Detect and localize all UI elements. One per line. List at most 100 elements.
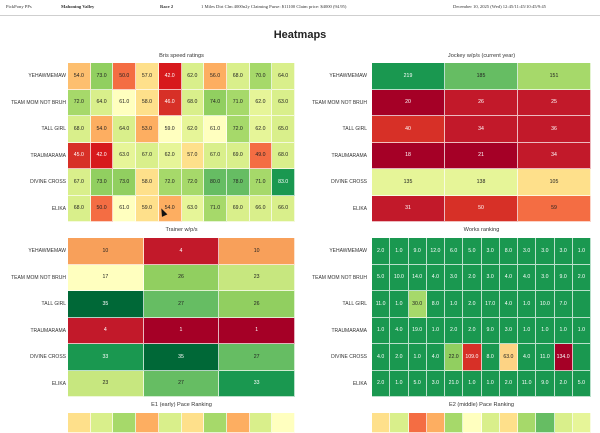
heatmap-cell <box>572 413 591 433</box>
heatmap-cell: 26 <box>445 89 518 116</box>
heatmap-cell: 105 <box>518 169 591 196</box>
heatmap-cell: 49.0 <box>249 142 273 169</box>
heatmap-cell: 27 <box>143 291 220 318</box>
heatmap-cell: 63.0 <box>181 195 205 222</box>
heatmap-cell: 61.0 <box>113 195 137 222</box>
heatmap-cell: 4.0 <box>499 264 518 291</box>
heatmap-cell: 57.0 <box>181 142 205 169</box>
heatmap-cell: 14.0 <box>408 264 427 291</box>
track-name: Mahoning Valley <box>61 4 95 9</box>
heatmap-cell: 21 <box>445 142 518 169</box>
heatmap-cell: 1.0 <box>390 370 409 397</box>
heatmap-cell: 36 <box>518 116 591 143</box>
heatmap-cell: 27 <box>143 370 220 397</box>
heatmap-cell: 59.0 <box>136 195 159 222</box>
race-date: December 10, 2025 (Wed) 12:45/11:45/10:4… <box>453 4 546 9</box>
header-divider <box>0 15 600 16</box>
heatmap-cell: 62.0 <box>249 89 273 116</box>
heatmap-cell: 3.0 <box>481 264 500 291</box>
heatmap-row-label: YEHAWMEMAW <box>28 73 66 80</box>
heatmap-cell: 3.0 <box>536 238 555 265</box>
heatmap-cell: 1.0 <box>463 370 482 397</box>
heatmap-cell: 65.0 <box>272 116 295 143</box>
heatmap-cell <box>499 413 518 433</box>
heatmap-cell <box>408 413 427 433</box>
heatmap-cell: 17.0 <box>481 291 500 318</box>
heatmap-cell: 1 <box>143 317 220 344</box>
heatmap-cell: 9.0 <box>481 317 500 344</box>
heatmap-cell: 2.0 <box>572 264 591 291</box>
heatmap-cell: 26 <box>143 264 220 291</box>
heatmap-cell: 68.0 <box>272 142 295 169</box>
heatmap-cell: 1.0 <box>536 317 555 344</box>
heatmap-cell: 68.0 <box>181 89 205 116</box>
heatmap-row-label: ELIKA <box>352 205 367 212</box>
heatmap-cell <box>272 413 295 433</box>
heatmap-cell: 58.0 <box>136 89 159 116</box>
heatmap-cell: 23 <box>68 370 144 397</box>
heatmap-title: E2 (middle) Pace Ranking <box>449 402 514 408</box>
heatmap-cell: 11.0 <box>536 344 555 371</box>
heatmap-cell: 62.0 <box>181 116 205 143</box>
heatmap-cell: 2.0 <box>499 370 518 397</box>
heatmap-cell: 2.0 <box>463 291 482 318</box>
heatmap-row-label: TRAUMARAMA <box>331 152 367 159</box>
heatmap-row-label: DIVINE CROSS <box>30 179 66 186</box>
heatmap-cell: 5.0 <box>572 370 591 397</box>
heatmap-cell: 73.0 <box>90 169 114 196</box>
heatmap-cell: 69.0 <box>226 142 250 169</box>
heatmap-cell: 54.0 <box>158 195 182 222</box>
heatmap-cell: 5.0 <box>372 264 391 291</box>
heatmap-cell: 1 <box>219 317 295 344</box>
heatmap-cell: 21.0 <box>445 370 464 397</box>
heatmap-cell: 59 <box>518 195 591 222</box>
heatmap-row-label: DIVINE CROSS <box>331 354 367 361</box>
heatmap-cell: 2.0 <box>463 264 482 291</box>
heatmap-grid: 2.0 1.0 9.0 12.0 6.0 5.0 3.0 8.0 3.0 3.0 3.0 1.0 5.0… <box>372 238 591 397</box>
heatmap-cell: 1.0 <box>390 291 409 318</box>
heatmap-cell: 62.0 <box>158 142 182 169</box>
heatmap-cell: 4.0 <box>390 317 409 344</box>
heatmap-row-label: TRAUMARAMA <box>30 327 66 334</box>
heatmap-cell: 10 <box>219 238 295 265</box>
heatmap-cell: 11.0 <box>372 291 391 318</box>
heatmap-cell: 72.0 <box>226 116 250 143</box>
heatmap-cell: 2.0 <box>372 238 391 265</box>
heatmap-cell: 72.0 <box>181 169 205 196</box>
heatmap-cell: 4.0 <box>499 291 518 318</box>
heatmap-row-label: YEHAWMEMAW <box>28 248 66 255</box>
heatmap-cell: 35 <box>143 344 220 371</box>
heatmap-grid <box>372 413 591 433</box>
heatmap-cell: 78.0 <box>226 169 250 196</box>
heatmap-row-label: ELIKA <box>51 205 66 212</box>
heatmap-cell: 66.0 <box>272 195 295 222</box>
heatmap-cell: 11.0 <box>518 370 537 397</box>
heatmap-row-label: TEAM MOM NOT BRUH <box>312 274 367 281</box>
heatmap-row-label: YEHAWMEMAW <box>329 248 367 255</box>
heatmap-cell <box>536 413 555 433</box>
heatmap-cell: 1.0 <box>390 238 409 265</box>
heatmap-cell: 62.0 <box>249 116 273 143</box>
heatmap-cell: 34 <box>518 142 591 169</box>
heatmap-cell: 3.0 <box>536 264 555 291</box>
heatmap-row-label: ELIKA <box>51 380 66 387</box>
heatmap-cell: 2.0 <box>390 344 409 371</box>
heatmap-cell: 63.0 <box>272 89 295 116</box>
heatmap-cell <box>554 413 573 433</box>
heatmap-cell: 17 <box>68 264 144 291</box>
heatmap-cell: 27 <box>219 344 295 371</box>
heatmap-cell: 23 <box>219 264 295 291</box>
heatmap-cell: 5.0 <box>408 370 427 397</box>
heatmap-row-label: ELIKA <box>352 380 367 387</box>
heatmap-cell <box>463 413 482 433</box>
heatmap-cell: 70.0 <box>249 63 273 90</box>
heatmap-cell: 151 <box>518 63 591 90</box>
heatmap-cell <box>481 413 500 433</box>
heatmap-cell: 7.0 <box>554 291 573 318</box>
heatmap-cell: 3.0 <box>499 317 518 344</box>
heatmap-row-label: TALL GIRL <box>41 301 66 308</box>
heatmap-cell: 42.0 <box>158 63 182 90</box>
heatmap-cell: 3.0 <box>445 264 464 291</box>
heatmap-row-label: TEAM MOM NOT BRUH <box>11 99 66 106</box>
heatmap-cell <box>372 413 391 433</box>
